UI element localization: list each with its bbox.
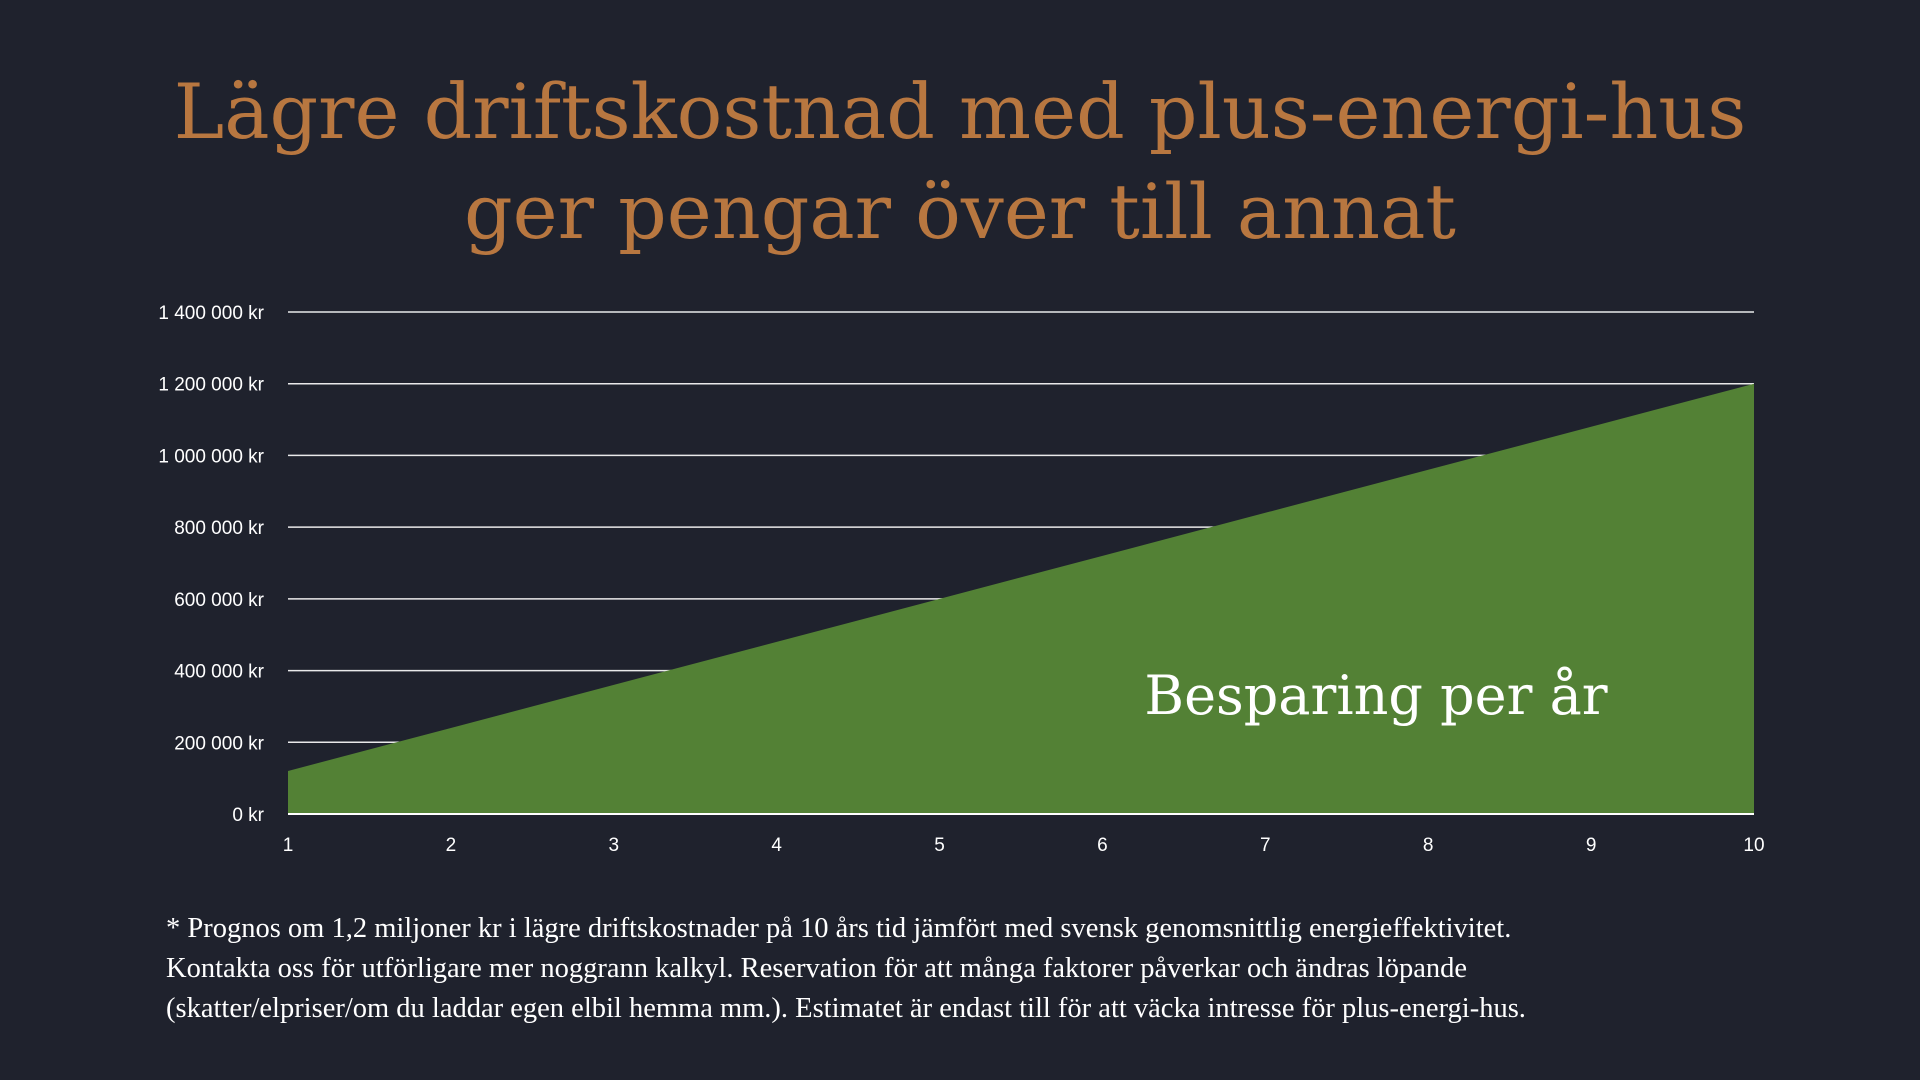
x-tick-label: 5: [934, 835, 945, 856]
savings-area-chart: 0 kr 200 000 kr 400 000 kr 600 000 kr 800 00…: [158, 303, 1764, 856]
x-tick-label: 1: [283, 835, 294, 856]
x-tick-label: 9: [1586, 835, 1597, 856]
y-tick-label: 1 400 000 kr: [158, 303, 264, 324]
y-tick-label: 1 200 000 kr: [158, 375, 264, 396]
slide-title: Lägre driftskostnad med plus-energi-hus …: [0, 62, 1920, 262]
x-tick-label: 10: [1743, 835, 1764, 856]
slide-title-line-1: Lägre driftskostnad med plus-energi-hus: [173, 67, 1747, 156]
footnote: * Prognos om 1,2 miljoner kr i lägre dri…: [166, 909, 1866, 1029]
y-tick-label: 600 000 kr: [174, 590, 264, 611]
slide-title-line-2: ger pengar över till annat: [464, 167, 1456, 256]
x-tick-label: 8: [1423, 835, 1434, 856]
series-label: Besparing per år: [1144, 664, 1607, 727]
y-tick-label: 1 000 000 kr: [158, 446, 264, 467]
y-tick-label: 0 kr: [232, 805, 264, 826]
y-tick-label: 400 000 kr: [174, 662, 264, 683]
x-tick-label: 3: [608, 835, 619, 856]
y-tick-label: 800 000 kr: [174, 518, 264, 539]
x-tick-label: 6: [1097, 835, 1108, 856]
x-tick-label: 2: [446, 835, 457, 856]
x-tick-label: 7: [1260, 835, 1271, 856]
x-tick-label: 4: [771, 835, 782, 856]
footnote-line-2: Kontakta oss för utförligare mer noggran…: [166, 953, 1468, 984]
footnote-line-1: * Prognos om 1,2 miljoner kr i lägre dri…: [166, 913, 1512, 944]
series-area: [288, 383, 1754, 814]
y-tick-label: 200 000 kr: [174, 733, 264, 754]
footnote-line-3: (skatter/elpriser/om du laddar egen elbi…: [166, 993, 1526, 1024]
